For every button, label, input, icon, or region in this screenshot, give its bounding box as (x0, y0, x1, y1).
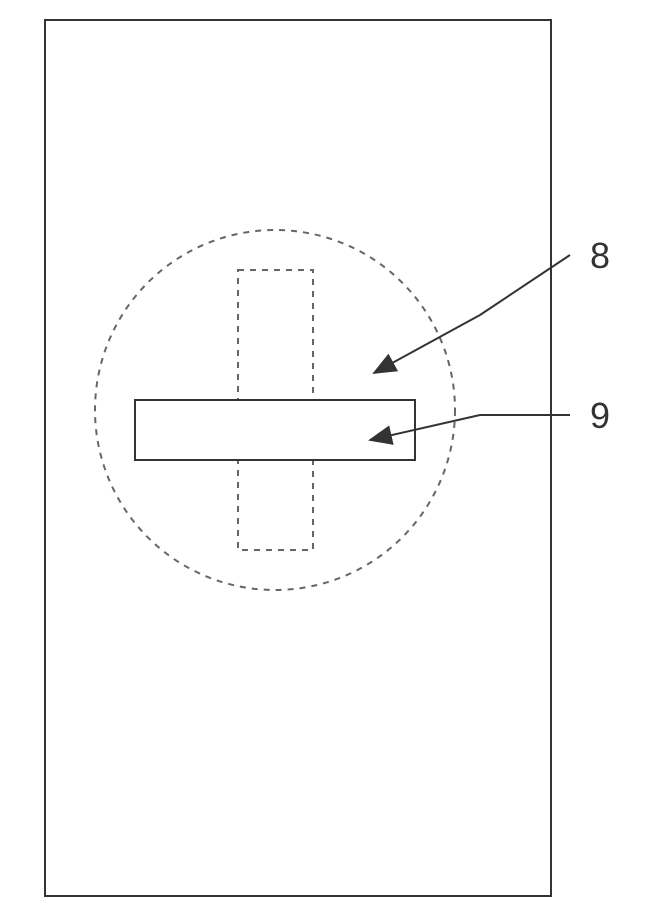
label-8: 8 (590, 235, 610, 277)
technical-diagram: 8 9 (0, 0, 659, 918)
leader-line-8 (480, 255, 570, 315)
label-9: 9 (590, 395, 610, 437)
diagram-svg (0, 0, 659, 918)
arrow-8 (374, 315, 480, 373)
solid-horizontal-rect (135, 400, 415, 460)
